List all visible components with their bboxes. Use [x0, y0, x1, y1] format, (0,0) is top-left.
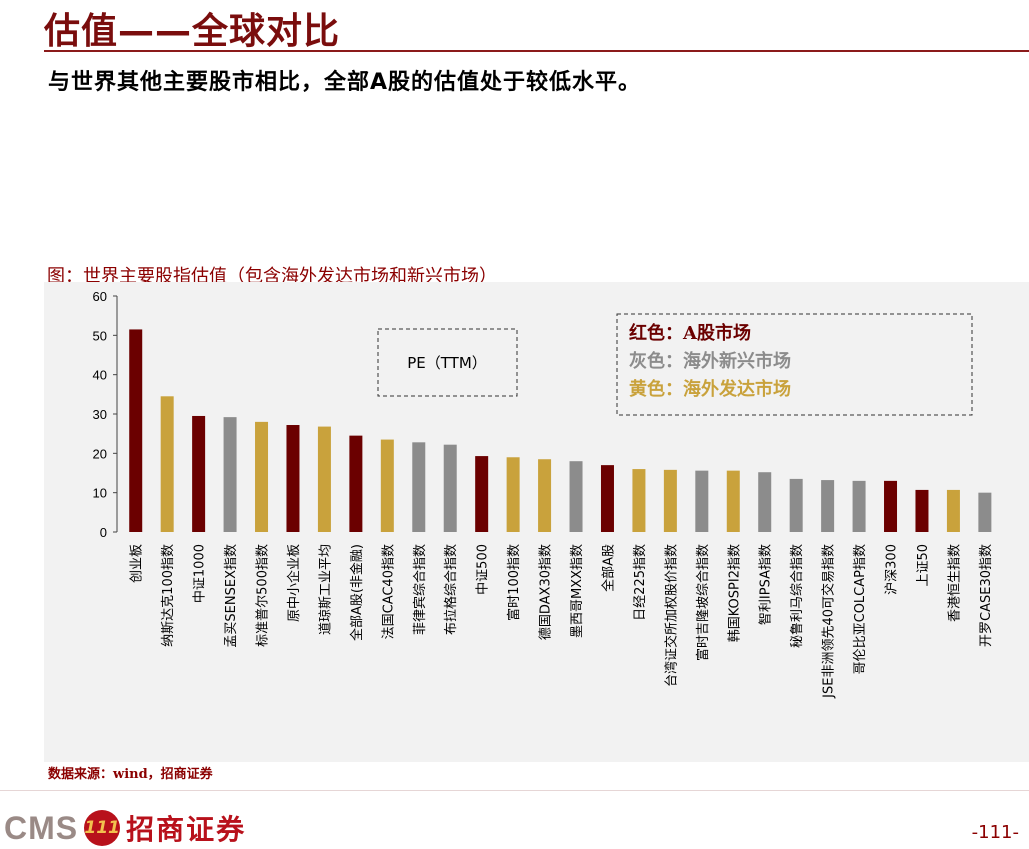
bar-23: [852, 480, 866, 532]
x-tick-label-2: 中证1000: [193, 544, 208, 603]
x-tick-label-8: 法国CAC40指数: [381, 544, 396, 639]
bar-24: [884, 480, 898, 532]
x-tick-label-4: 标准普尔500指数: [256, 544, 271, 647]
legend-entry-a_share: 红色：A股市场: [629, 322, 751, 344]
x-tick-label-0: 创业板: [130, 544, 145, 583]
footer-divider: [0, 790, 1029, 791]
bar-27: [978, 492, 992, 532]
y-tick-label: 0: [100, 525, 107, 540]
bar-9: [412, 442, 426, 532]
x-tick-label-14: 墨西哥MXX指数: [570, 544, 585, 638]
bar-18: [695, 470, 709, 532]
bar-2: [192, 415, 206, 532]
y-tick-label: 20: [93, 446, 107, 461]
x-tick-label-7: 全部A股(非金融): [349, 544, 365, 641]
page-number: -111-: [971, 822, 1019, 843]
x-tick-label-19: 韩国KOSPI2指数: [727, 544, 742, 642]
logo-text: CMS: [4, 809, 79, 846]
chart-area: 0 10 20 30 40 50 60 创业板 纳斯达克100指数 中证1000 孟买SENSEX指…: [44, 282, 1029, 762]
page-title: 估值——全球对比: [44, 11, 341, 52]
bar-7: [349, 435, 363, 532]
bar-10: [443, 444, 457, 532]
y-tick-label: 10: [93, 486, 107, 501]
annotation-label: PE（TTM）: [407, 354, 487, 372]
bar-8: [380, 439, 394, 532]
bar-21: [789, 478, 803, 532]
x-tick-label-12: 富时100指数: [506, 544, 522, 621]
x-tick-label-16: 日经225指数: [633, 544, 648, 621]
x-tick-label-1: 纳斯达克100指数: [161, 544, 176, 647]
x-tick-label-27: 开罗CASE30指数: [979, 544, 994, 647]
figure-caption: 图：世界主要股指估值（包含海外发达市场和新兴市场）: [47, 266, 497, 287]
x-tick-label-9: 菲律宾综合指数: [412, 544, 428, 635]
x-tick-label-15: 全部A股: [600, 544, 616, 592]
bar-17: [663, 469, 677, 532]
x-tick-label-24: 沪深300: [884, 544, 900, 595]
logo-badge-icon: 111: [84, 810, 121, 846]
bar-13: [538, 459, 552, 532]
bar-25: [915, 489, 929, 532]
bar-16: [632, 469, 646, 532]
y-tick-label: 50: [93, 328, 107, 343]
x-tick-label-5: 原中小企业板: [286, 544, 302, 622]
x-tick-label-13: 德国DAX30指数: [539, 544, 554, 640]
y-tick-label: 30: [93, 407, 107, 422]
bar-6: [317, 426, 331, 532]
bar-5: [286, 425, 300, 532]
x-tick-label-25: 上证50: [916, 544, 931, 587]
y-tick-label: 40: [93, 368, 107, 383]
x-tick-label-23: 哥伦比亚COLCAP指数: [853, 544, 868, 674]
bar-22: [821, 480, 835, 532]
x-tick-label-11: 中证500: [476, 544, 491, 595]
bar-3: [223, 417, 237, 532]
bar-0: [129, 329, 143, 532]
annotation-box: [377, 328, 518, 397]
bar-14: [569, 461, 583, 532]
pe-bar-chart: 0 10 20 30 40 50 60 创业板 纳斯达克100指数 中证1000 孟买SENSEX指…: [93, 289, 994, 699]
x-tick-label-22: JSE非洲领先40可交易指数: [821, 544, 837, 699]
bar-11: [475, 456, 489, 532]
bar-19: [726, 470, 740, 532]
x-tick-label-26: 香港恒生指数: [947, 544, 962, 622]
legend-entry-overseas_developed: 黄色：海外发达市场: [629, 378, 791, 400]
bar-12: [506, 457, 520, 532]
title-divider: [44, 50, 1029, 52]
company-logo: CMS 111 招商证券: [4, 808, 246, 848]
x-tick-label-18: 富时吉隆坡综合指数: [695, 544, 711, 661]
bar-15: [600, 465, 614, 532]
bar-20: [758, 472, 772, 532]
logo-chinese-name: 招商证券: [126, 813, 247, 846]
legend-box: [616, 313, 973, 416]
page-subtitle: 与世界其他主要股市相比，全部A股的估值处于较低水平。: [48, 70, 642, 95]
x-tick-label-3: 孟买SENSEX指数: [224, 544, 239, 648]
bar-4: [255, 421, 269, 532]
x-tick-label-10: 布拉格综合指数: [443, 544, 459, 635]
y-tick-label: 60: [93, 289, 107, 304]
x-tick-label-20: 智利IPSA指数: [759, 544, 774, 625]
x-tick-label-6: 道琼斯工业平均: [318, 544, 333, 635]
legend-entry-overseas_emerging: 灰色：海外新兴市场: [629, 350, 791, 372]
data-source: 数据来源：wind，招商证券: [48, 767, 213, 782]
x-tick-label-21: 秘鲁利马综合指数: [790, 544, 805, 648]
bar-26: [946, 489, 960, 532]
x-tick-label-17: 台湾证交所加权股价指数: [663, 544, 679, 687]
bar-1: [160, 396, 174, 532]
